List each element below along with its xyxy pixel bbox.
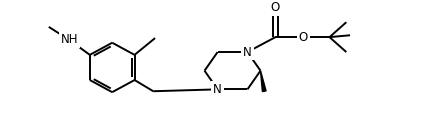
- Polygon shape: [260, 71, 266, 92]
- Text: O: O: [271, 1, 280, 14]
- Text: O: O: [299, 31, 308, 44]
- Text: NH: NH: [61, 33, 78, 46]
- Text: N: N: [243, 46, 252, 59]
- Text: N: N: [213, 83, 222, 96]
